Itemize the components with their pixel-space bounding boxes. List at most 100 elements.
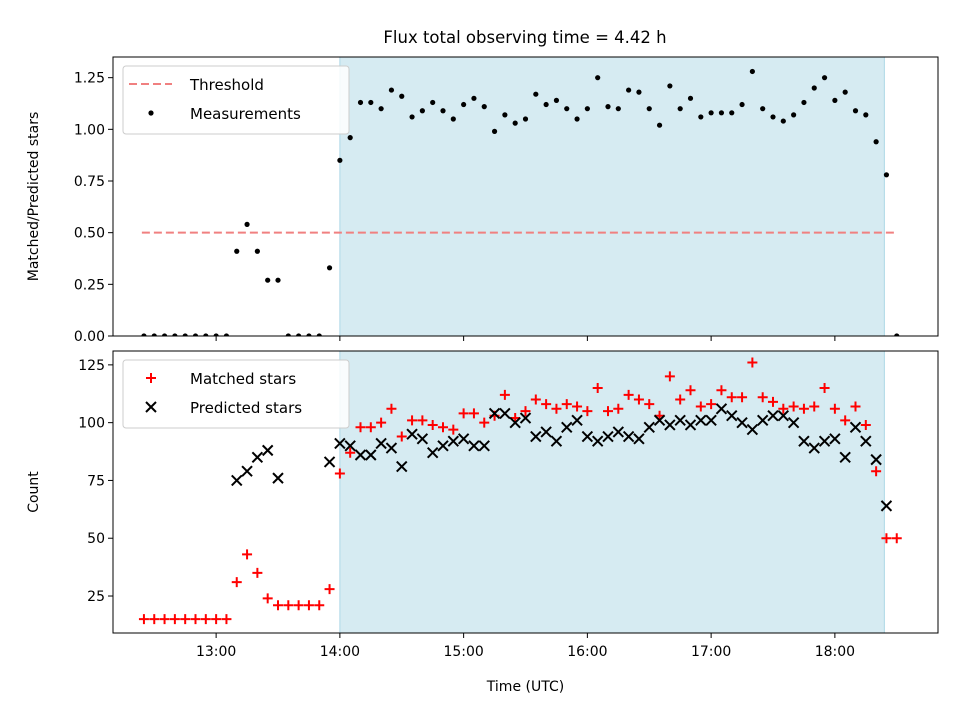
measurement-point bbox=[326, 265, 333, 271]
measurement-point bbox=[471, 95, 477, 101]
predicted-star-point bbox=[406, 428, 418, 440]
y-tick-label: 125 bbox=[78, 358, 105, 374]
predicted-star-point bbox=[344, 440, 356, 452]
y-axis-label: Matched/Predicted stars bbox=[26, 112, 42, 282]
matched-star-point bbox=[737, 392, 748, 403]
predicted-star-point bbox=[581, 430, 594, 443]
measurement-point bbox=[574, 116, 580, 122]
predicted-star-point bbox=[509, 416, 521, 429]
measurement-point bbox=[265, 277, 271, 283]
predicted-star-point bbox=[705, 414, 717, 427]
measurement-point bbox=[450, 116, 456, 122]
y-tick-label: 50 bbox=[87, 531, 105, 547]
legend: Threshold Measurements bbox=[122, 65, 350, 135]
measurement-point bbox=[749, 68, 755, 75]
predicted-star-point bbox=[612, 426, 625, 438]
x-axis-label: Time (UTC) bbox=[486, 679, 564, 695]
matched-star-point bbox=[303, 600, 314, 611]
matched-star-point bbox=[809, 401, 820, 412]
predicted-star-point bbox=[829, 433, 841, 445]
y-tick-label: 75 bbox=[87, 473, 105, 489]
predicted-star-point bbox=[437, 440, 449, 452]
legend-label: Measurements bbox=[190, 105, 301, 123]
measurement-point bbox=[388, 87, 395, 93]
predicted-star-point bbox=[880, 500, 893, 512]
top-panel: 0.00 0.25 0.50 0.75 1.00 1.25 Matched/Predicte… bbox=[26, 56, 939, 345]
predicted-star-point bbox=[808, 442, 820, 454]
matched-star-point bbox=[200, 614, 211, 625]
measurement-point bbox=[491, 128, 498, 134]
measurement-point bbox=[564, 106, 570, 112]
measurement-point bbox=[347, 135, 353, 141]
matched-star-point bbox=[438, 422, 448, 433]
measurement-point bbox=[254, 248, 260, 254]
matched-star-point bbox=[314, 600, 325, 611]
predicted-star-point bbox=[550, 435, 563, 447]
predicted-star-point bbox=[478, 440, 490, 452]
predicted-star-point bbox=[323, 456, 336, 468]
measurement-point bbox=[234, 248, 240, 254]
measurement-point bbox=[801, 99, 807, 106]
matched-star-point bbox=[757, 392, 768, 403]
predicted-star-point bbox=[736, 416, 748, 429]
matched-star-point bbox=[706, 399, 717, 410]
legend-label: Predicted stars bbox=[190, 399, 302, 417]
matched-star-point bbox=[551, 403, 562, 414]
matched-star-point bbox=[798, 403, 809, 414]
predicted-star-point bbox=[746, 423, 759, 436]
x-tick-label: 15:00 bbox=[443, 644, 483, 660]
measurement-point bbox=[275, 277, 281, 283]
series-matched-stars bbox=[138, 357, 902, 625]
predicted-star-point bbox=[416, 433, 429, 445]
predicted-star-point bbox=[591, 435, 604, 447]
measurement-point bbox=[842, 89, 848, 95]
matched-star-point bbox=[231, 577, 242, 588]
matched-star-point bbox=[541, 399, 552, 410]
legend-measurement-swatch bbox=[148, 110, 154, 116]
matched-star-point bbox=[747, 357, 758, 368]
measurement-point bbox=[770, 114, 776, 120]
series-predicted-stars bbox=[231, 403, 893, 512]
measurement-point bbox=[708, 110, 714, 116]
measurement-point bbox=[316, 333, 322, 336]
matched-star-point bbox=[623, 389, 634, 400]
measurement-point bbox=[419, 108, 425, 114]
axes-frame bbox=[112, 350, 939, 634]
y-tick-label: 1.00 bbox=[74, 122, 105, 138]
matched-star-point bbox=[293, 600, 304, 611]
matched-star-point bbox=[819, 382, 830, 393]
matched-star-point bbox=[695, 401, 706, 412]
measurement-point bbox=[357, 99, 364, 106]
matched-star-point bbox=[211, 614, 222, 625]
predicted-star-point bbox=[561, 421, 573, 433]
predicted-star-point bbox=[468, 440, 480, 452]
measurement-point bbox=[182, 333, 188, 336]
measurement-point bbox=[595, 75, 601, 81]
matched-star-point bbox=[190, 614, 201, 625]
matched-star-point bbox=[427, 419, 438, 430]
predicted-star-point bbox=[643, 421, 655, 433]
measurement-point bbox=[553, 97, 560, 103]
predicted-star-point bbox=[664, 419, 676, 431]
measurement-point bbox=[615, 106, 621, 112]
matched-star-point bbox=[458, 408, 469, 419]
measurement-point bbox=[626, 87, 632, 93]
predicted-star-point bbox=[674, 414, 686, 427]
matched-star-point bbox=[778, 403, 789, 414]
matched-star-point bbox=[881, 533, 892, 544]
predicted-star-point bbox=[447, 435, 460, 447]
plot-area bbox=[141, 57, 900, 336]
matched-star-point bbox=[716, 385, 727, 396]
measurement-point bbox=[821, 75, 828, 81]
measurement-point bbox=[873, 139, 879, 145]
measurement-point bbox=[192, 333, 199, 336]
measurement-point bbox=[399, 93, 405, 99]
predicted-star-point bbox=[602, 430, 614, 443]
matched-star-point bbox=[138, 614, 149, 625]
predicted-star-point bbox=[261, 444, 274, 457]
predicted-star-point bbox=[540, 426, 552, 438]
matched-star-point bbox=[603, 406, 613, 417]
measurement-point bbox=[605, 104, 611, 110]
measurement-point bbox=[863, 112, 869, 118]
measurement-point bbox=[894, 333, 900, 336]
